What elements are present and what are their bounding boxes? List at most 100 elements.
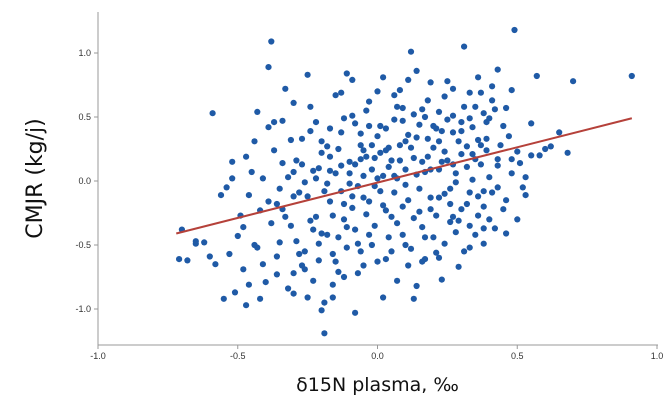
data-point xyxy=(268,38,275,45)
data-point xyxy=(318,149,325,156)
data-point xyxy=(413,134,420,141)
data-point xyxy=(388,157,395,164)
data-point xyxy=(463,163,470,170)
data-point xyxy=(435,138,443,145)
data-point xyxy=(480,240,487,247)
data-point xyxy=(416,121,423,128)
data-point xyxy=(312,213,320,220)
data-point xyxy=(329,212,336,219)
data-point xyxy=(475,74,482,81)
data-point xyxy=(318,138,325,145)
data-point xyxy=(257,295,264,302)
data-point xyxy=(410,111,417,118)
y-tick-label: 0.5 xyxy=(78,112,91,122)
data-point xyxy=(419,258,426,265)
data-point xyxy=(452,170,459,177)
data-point xyxy=(245,192,252,199)
data-point xyxy=(368,241,375,249)
data-point xyxy=(382,207,389,214)
data-point xyxy=(374,88,381,95)
data-point xyxy=(276,185,283,192)
data-point xyxy=(296,189,303,196)
data-point xyxy=(229,158,236,165)
data-point xyxy=(491,225,498,232)
data-point xyxy=(402,241,409,249)
data-point xyxy=(259,175,266,182)
data-point xyxy=(466,222,473,229)
data-point xyxy=(343,70,350,77)
data-point xyxy=(480,188,487,195)
data-point xyxy=(338,162,345,169)
data-point xyxy=(458,119,465,126)
data-point xyxy=(366,122,373,130)
data-point xyxy=(477,89,484,96)
data-point xyxy=(335,145,342,153)
data-point xyxy=(209,110,216,117)
x-axis-title: δ15N plasma, ‰ xyxy=(296,374,459,396)
data-point xyxy=(349,204,356,211)
x-tick-label: 0.0 xyxy=(371,351,384,361)
data-point xyxy=(438,128,445,135)
data-point xyxy=(340,216,348,223)
data-point xyxy=(352,161,359,168)
data-point xyxy=(382,147,389,154)
data-point xyxy=(486,216,493,223)
data-point xyxy=(455,138,462,145)
data-point xyxy=(371,222,378,229)
data-point xyxy=(254,108,261,115)
data-point xyxy=(273,271,280,278)
data-point xyxy=(357,248,364,255)
data-point xyxy=(402,181,409,188)
data-point xyxy=(366,98,373,105)
data-point xyxy=(271,119,278,126)
data-point xyxy=(290,99,297,106)
data-point xyxy=(315,257,322,264)
data-point xyxy=(273,200,280,208)
data-point xyxy=(223,184,230,191)
data-point xyxy=(312,119,320,126)
data-point xyxy=(407,144,415,151)
data-point xyxy=(461,103,468,110)
data-point xyxy=(466,189,473,196)
data-point xyxy=(438,158,445,165)
data-point xyxy=(491,106,498,113)
data-point xyxy=(475,136,482,144)
data-point xyxy=(382,256,389,263)
data-point xyxy=(503,104,510,112)
data-point xyxy=(469,151,476,158)
data-point xyxy=(449,213,457,220)
data-point xyxy=(338,89,345,96)
data-point xyxy=(315,240,322,247)
data-point xyxy=(391,189,398,196)
data-point xyxy=(413,67,420,74)
data-point xyxy=(335,234,342,241)
data-point xyxy=(377,122,384,130)
data-point xyxy=(483,147,490,154)
data-point xyxy=(444,157,451,164)
data-point xyxy=(452,229,459,236)
data-point xyxy=(287,222,294,229)
data-point xyxy=(416,208,423,215)
data-point xyxy=(329,294,336,301)
data-point xyxy=(421,113,429,121)
data-point xyxy=(245,281,252,288)
data-point xyxy=(290,270,297,277)
data-point xyxy=(240,224,247,231)
data-point xyxy=(229,175,236,182)
data-point xyxy=(396,87,403,94)
data-point xyxy=(399,203,406,210)
data-point xyxy=(321,188,328,195)
data-point xyxy=(380,202,387,209)
data-point xyxy=(449,129,457,136)
data-point xyxy=(427,194,434,201)
data-point xyxy=(346,180,353,187)
data-point xyxy=(628,72,635,80)
data-point xyxy=(346,170,353,177)
data-point xyxy=(382,125,389,132)
data-point xyxy=(494,184,501,191)
data-point xyxy=(363,107,370,114)
y-axis-ticks: 1.0 0.5 0.0 -0.5 -1.0 xyxy=(75,48,98,314)
data-point xyxy=(503,197,510,204)
data-point xyxy=(366,198,373,205)
data-point xyxy=(503,230,510,237)
